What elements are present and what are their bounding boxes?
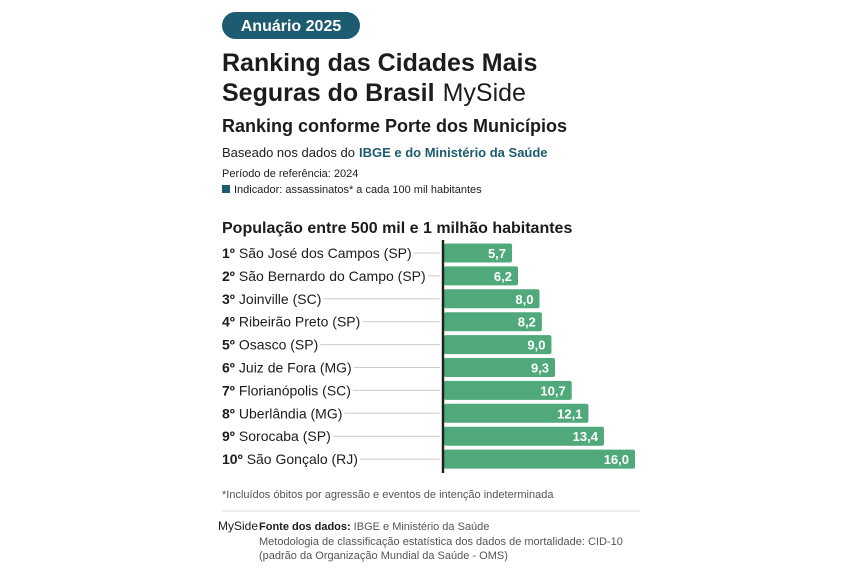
value-label: 13,4 xyxy=(573,429,599,444)
bar xyxy=(444,312,542,332)
city: Florianópolis (SC) xyxy=(239,382,351,398)
source-prefix: Baseado nos dados do xyxy=(222,145,355,160)
rank: 3º xyxy=(222,291,235,307)
brand: MySide xyxy=(443,79,526,107)
title-text: Seguras do Brasil xyxy=(222,79,435,107)
bar xyxy=(444,243,513,263)
rank: 6º xyxy=(222,360,235,376)
footer-source: Fonte dos dados: IBGE e Ministério da Saú… xyxy=(259,521,489,533)
value-label: 9,0 xyxy=(527,338,545,353)
subtitle: Ranking conforme Porte dos Municípios xyxy=(222,116,567,136)
rank: 1º xyxy=(222,245,235,261)
bar xyxy=(444,426,604,446)
rank: 5º xyxy=(222,337,235,353)
row-label: 9º Sorocaba (SP) xyxy=(222,428,331,444)
source-name: IBGE e do Ministério da Saúde xyxy=(359,145,548,160)
city: São Gonçalo (RJ) xyxy=(247,451,358,467)
bar xyxy=(444,266,519,286)
city: Joinville (SC) xyxy=(239,291,321,307)
value-label: 8,0 xyxy=(515,292,533,307)
title: Ranking das Cidades Mais xyxy=(222,49,537,77)
value-label: 8,2 xyxy=(518,315,536,330)
rank: 7º xyxy=(222,382,235,398)
rank: 8º xyxy=(222,405,235,421)
city: Sorocaba (SP) xyxy=(239,428,331,444)
row-label: 7º Florianópolis (SC) xyxy=(222,382,351,398)
rank: 4º xyxy=(222,314,235,330)
city: São José dos Campos (SP) xyxy=(239,245,412,261)
bar xyxy=(444,289,540,309)
row-label: 2º São Bernardo do Campo (SP) xyxy=(222,268,426,284)
row-label: 1º São José dos Campos (SP) xyxy=(222,245,412,261)
row-label: 4º Ribeirão Preto (SP) xyxy=(222,314,360,330)
footer-brand: MySide xyxy=(218,519,258,533)
row-label: 5º Osasco (SP) xyxy=(222,337,318,353)
value-label: 12,1 xyxy=(557,406,582,421)
rank: 2º xyxy=(222,268,235,284)
badge-text: Anuário 2025 xyxy=(241,18,342,35)
indicator-swatch xyxy=(222,185,230,193)
value-label: 9,3 xyxy=(531,361,549,376)
bar xyxy=(444,358,556,377)
city: Osasco (SP) xyxy=(239,337,318,353)
bar xyxy=(444,335,552,355)
source-text: IBGE e Ministério da Saúde xyxy=(354,521,490,533)
indicator: Indicador: assassinatos* a cada 100 mil … xyxy=(234,184,482,196)
value-label: 10,7 xyxy=(540,383,565,398)
value-label: 5,7 xyxy=(488,246,506,261)
bars: 1º São José dos Campos (SP) 5,7 2º São Berna… xyxy=(222,243,635,469)
value-label: 6,2 xyxy=(494,269,512,284)
city: São Bernardo do Campo (SP) xyxy=(239,268,426,284)
method: (padrão da Organização Mundial da Saúde … xyxy=(259,550,508,562)
rank: 9º xyxy=(222,428,235,444)
source-line: Baseado nos dados do IBGE e do Ministério… xyxy=(222,145,548,160)
row-label: 10º São Gonçalo (RJ) xyxy=(222,451,358,467)
row-label: 6º Juiz de Fora (MG) xyxy=(222,360,352,376)
period: Período de referência: 2024 xyxy=(222,168,358,180)
footnote: *Incluídos óbitos por agressão e eventos… xyxy=(222,489,554,501)
city: Juiz de Fora (MG) xyxy=(239,360,352,376)
badge xyxy=(222,12,360,39)
rank: 10º xyxy=(222,451,243,467)
bar xyxy=(444,403,589,423)
bar xyxy=(444,449,635,469)
value-label: 16,0 xyxy=(604,452,629,467)
city: Uberlândia (MG) xyxy=(239,405,342,421)
source-label: Fonte dos dados: xyxy=(259,521,351,533)
chart-title: População entre 500 mil e 1 milhão habit… xyxy=(222,220,572,237)
method: Metodologia de classificação estatística… xyxy=(259,536,623,548)
row-label: 3º Joinville (SC) xyxy=(222,291,321,307)
city: Ribeirão Preto (SP) xyxy=(239,314,360,330)
row-label: 8º Uberlândia (MG) xyxy=(222,405,342,421)
bar xyxy=(444,380,572,400)
title: Seguras do Brasil MySide xyxy=(222,79,526,107)
